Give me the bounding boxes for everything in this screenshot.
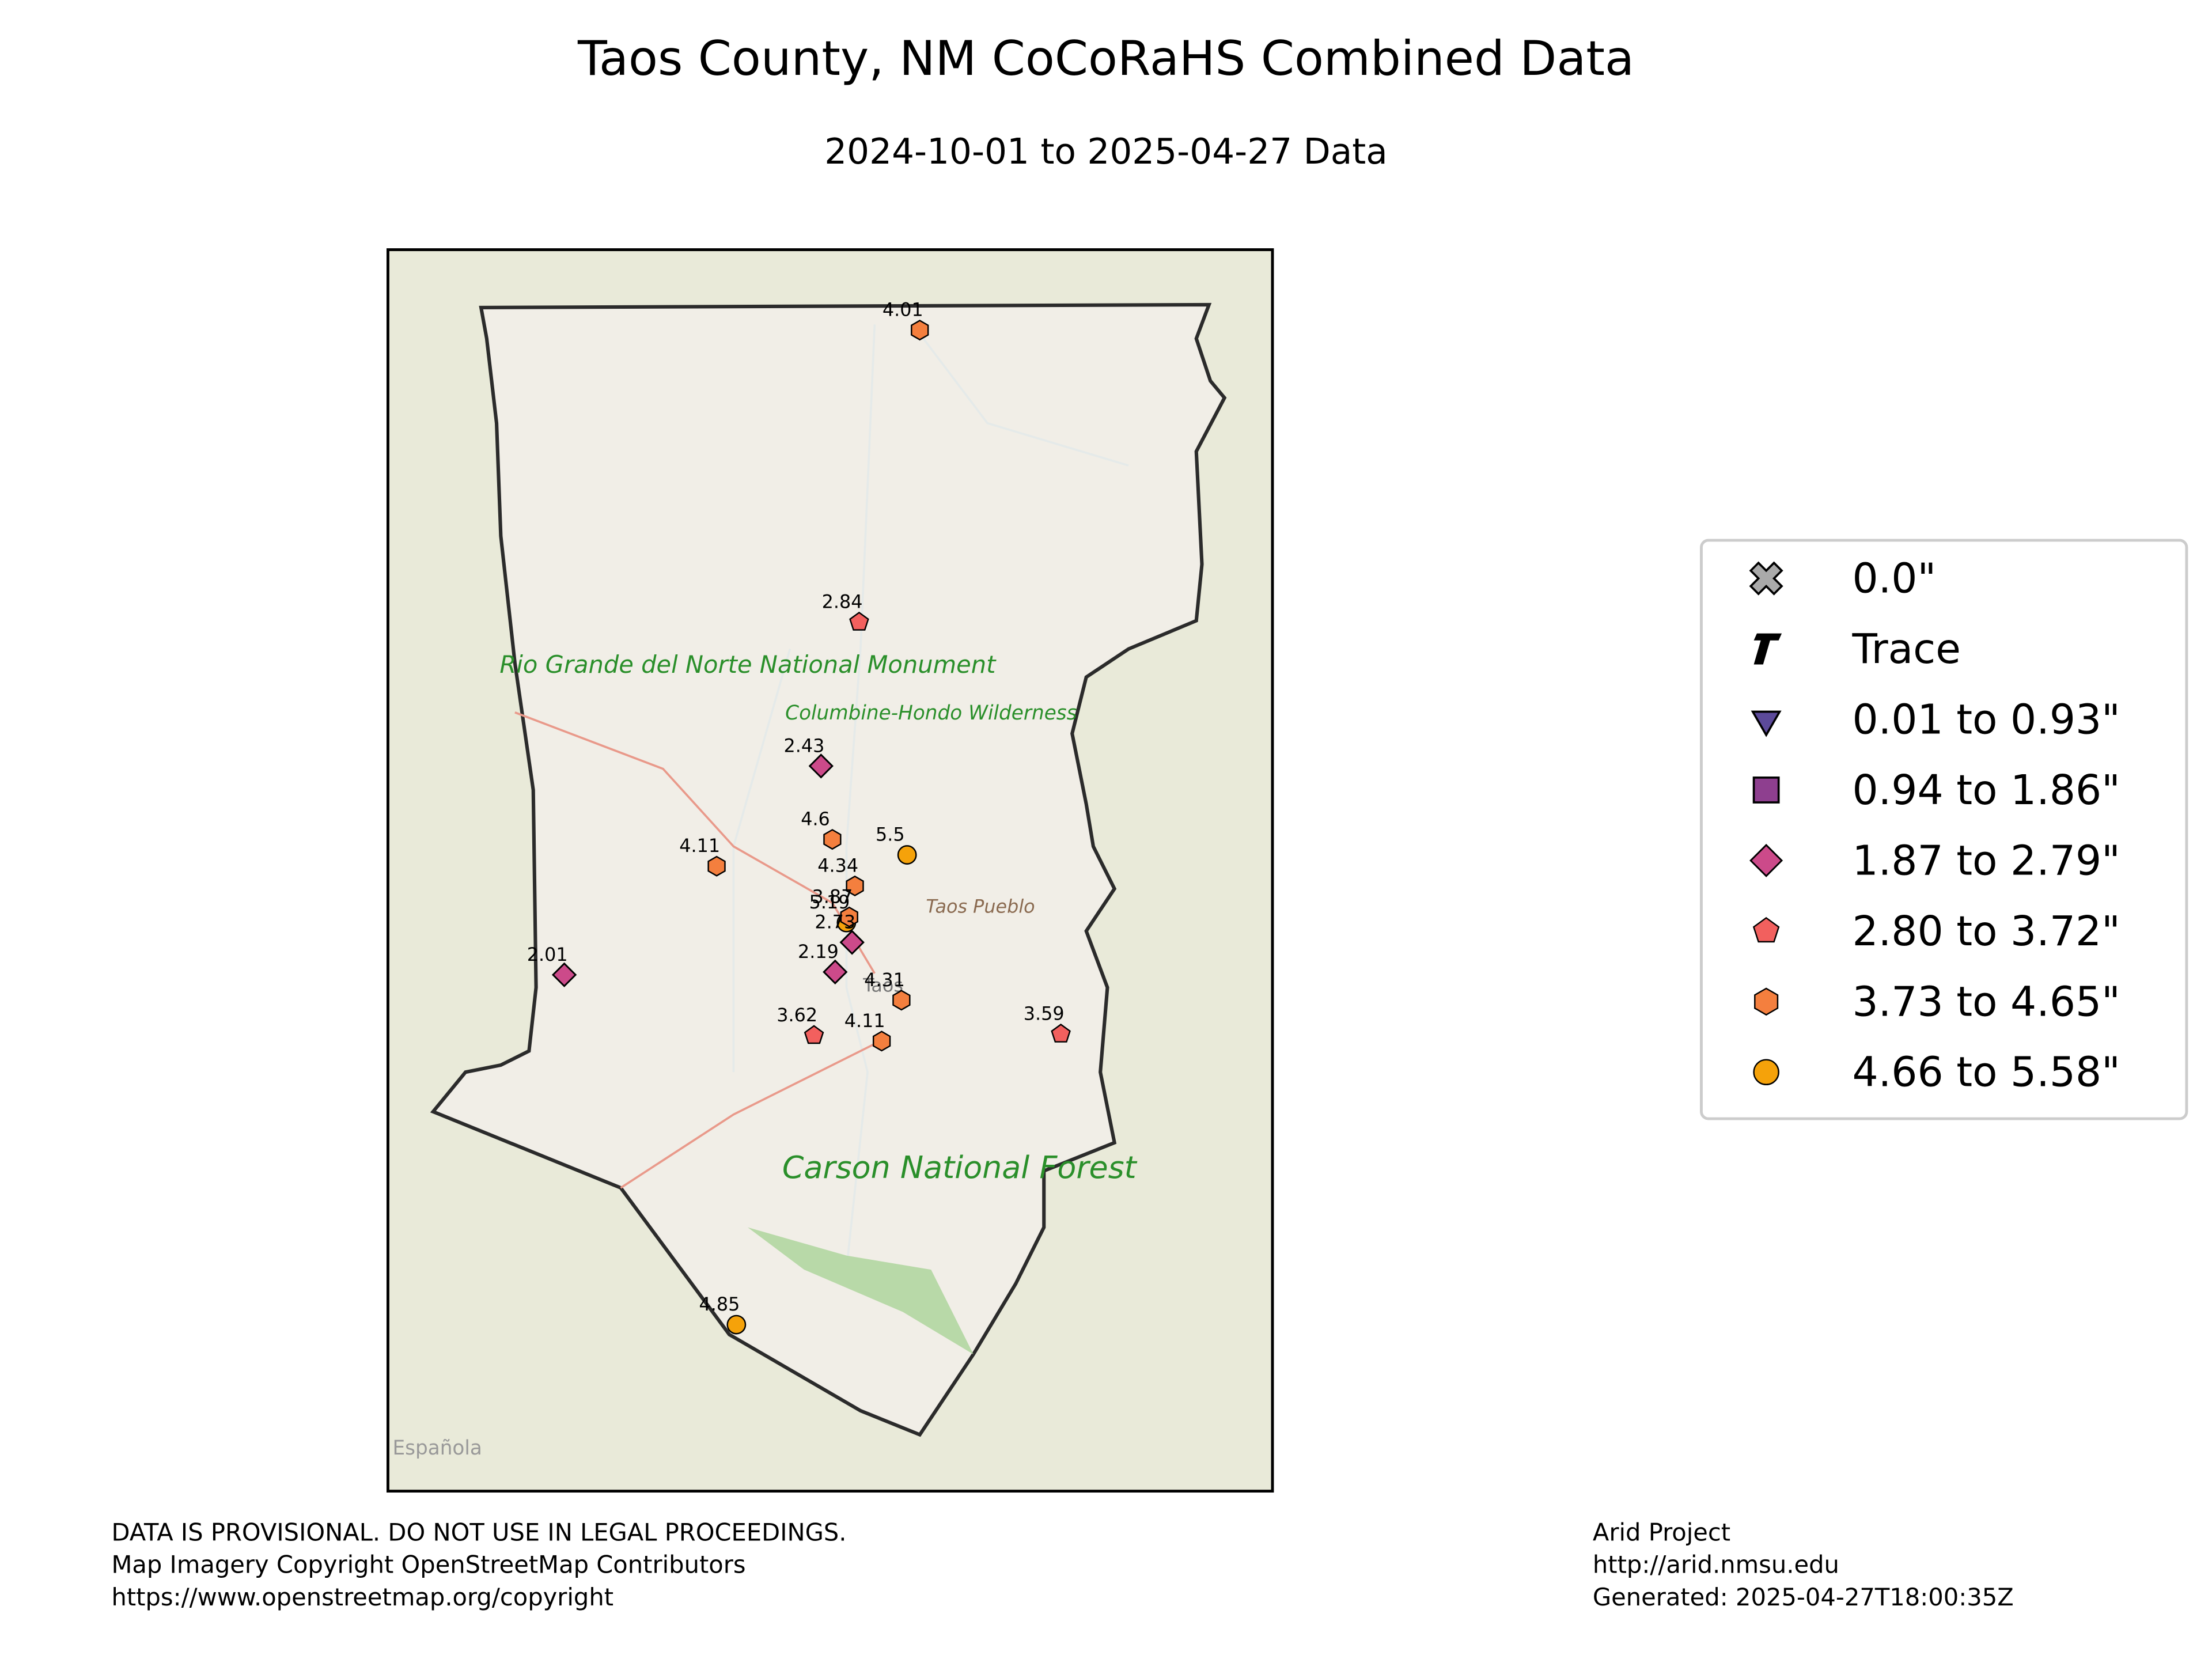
station-marker: [823, 959, 848, 985]
footer-text: DATA IS PROVISIONAL. DO NOT USE IN LEGAL…: [111, 1518, 846, 1546]
station-label: 2.01: [527, 944, 568, 965]
station-marker: [808, 753, 834, 779]
station-marker: [707, 855, 726, 877]
marker: [823, 959, 848, 985]
footer-text: https://www.openstreetmap.org/copyright: [111, 1583, 613, 1611]
marker: [1051, 1023, 1071, 1043]
station-label: 4.01: [882, 299, 923, 321]
place-label: Rio Grande del Norte National Monument: [499, 650, 997, 679]
station-label: 4.11: [844, 1010, 885, 1032]
station-marker: [897, 845, 917, 865]
marker: [892, 990, 911, 1011]
marker: [808, 753, 834, 779]
footer-text: Generated: 2025-04-27T18:00:35Z: [1593, 1583, 2014, 1611]
station-marker: [840, 906, 858, 927]
map: Rio Grande del Norte National Monument C…: [387, 248, 1274, 1493]
legend-box: [1700, 539, 2188, 1120]
legend-label: 0.94 to 1.86": [1853, 766, 2120, 814]
station-label: 4.11: [679, 835, 720, 857]
station-marker: [911, 319, 929, 341]
marker: [804, 1025, 824, 1044]
station-label: 3.87: [812, 885, 853, 907]
station-label: 2.73: [815, 911, 855, 933]
station-marker: [551, 962, 577, 987]
place-label: Carson National Forest: [782, 1149, 1138, 1185]
station-label: 4.85: [699, 1293, 740, 1315]
station-marker: [1749, 561, 1783, 596]
place-label: Taos: [862, 975, 903, 997]
marker: [1752, 916, 1780, 943]
station-marker: [872, 1031, 891, 1052]
station-marker: [726, 1315, 747, 1335]
station-marker: [1753, 633, 1782, 665]
station-marker: [1051, 1023, 1071, 1043]
legend-label: 0.0": [1853, 555, 1937, 603]
station-marker: [849, 611, 869, 631]
legend: 0.0" Trace 0.01 to 0.93" 0.94 to 1.86" 1.87 …: [1700, 539, 2188, 1120]
station-marker: [839, 930, 865, 955]
legend-label: 4.66 to 5.58": [1853, 1048, 2120, 1096]
legend-label: 3.73 to 4.65": [1853, 978, 2120, 1025]
marker: [911, 319, 929, 341]
legend-label: 1.87 to 2.79": [1853, 836, 2120, 884]
marker: [846, 875, 864, 897]
legend-label: 0.01 to 0.93": [1853, 695, 2120, 743]
legend-label: Trace: [1852, 625, 1961, 673]
subtitle: 2024-10-01 to 2025-04-27 Data: [824, 131, 1388, 172]
forest-area: [747, 1227, 974, 1355]
marker: [1751, 710, 1782, 737]
marker: [839, 930, 865, 955]
station-marker: [846, 875, 864, 897]
station-label: 5.19: [809, 891, 850, 913]
station-label: 3.59: [1024, 1003, 1065, 1025]
station-marker: [1754, 987, 1779, 1016]
station-marker: [1752, 916, 1780, 943]
station-label: 2.43: [783, 734, 824, 756]
map-frame: [387, 248, 1274, 1493]
station-label: 4.34: [817, 854, 858, 876]
title: Taos County, NM CoCoRaHS Combined Data: [577, 31, 1634, 86]
marker: [840, 906, 858, 927]
marker: [1753, 1059, 1779, 1086]
station-marker: [1751, 710, 1782, 737]
station-marker: [1749, 843, 1783, 877]
marker: [1749, 561, 1783, 596]
station-label: 5.5: [876, 824, 905, 846]
footer-text: http://arid.nmsu.edu: [1593, 1551, 1839, 1579]
place-label: Columbine-Hondo Wilderness: [785, 702, 1077, 725]
footer-text: Arid Project: [1593, 1518, 1730, 1546]
station-label: 2.19: [798, 941, 839, 963]
marker: [872, 1031, 891, 1052]
legend-label: 2.80 to 3.72": [1853, 907, 2120, 955]
marker: [897, 845, 917, 865]
station-label: 4.6: [801, 808, 830, 830]
station-marker: [1753, 1059, 1779, 1086]
marker: [707, 855, 726, 877]
station-marker: [823, 829, 842, 850]
place-label: Taos Pueblo: [926, 895, 1035, 917]
station-marker: [892, 990, 911, 1011]
marker: [1749, 843, 1783, 877]
marker: [849, 611, 869, 631]
station-label: 2.84: [822, 591, 863, 613]
stations: 4.01 2.84 2.43 4.6 5.5 4.11 4.34 5.193.87 2.73 2.…: [527, 299, 1071, 1335]
marker: [1752, 777, 1780, 804]
marker: [1754, 987, 1779, 1016]
station-label: 3.62: [777, 1004, 817, 1026]
marker: [726, 1315, 747, 1335]
station-marker: [804, 1025, 824, 1044]
marker: [823, 829, 842, 850]
county-outline: [430, 302, 1227, 1437]
marker: [1753, 633, 1782, 665]
station-marker: [1752, 777, 1780, 804]
place-label: Española: [392, 1437, 482, 1460]
footer-text: Map Imagery Copyright OpenStreetMap Cont…: [111, 1551, 745, 1579]
station-label: 4.31: [864, 969, 905, 991]
marker: [551, 962, 577, 987]
